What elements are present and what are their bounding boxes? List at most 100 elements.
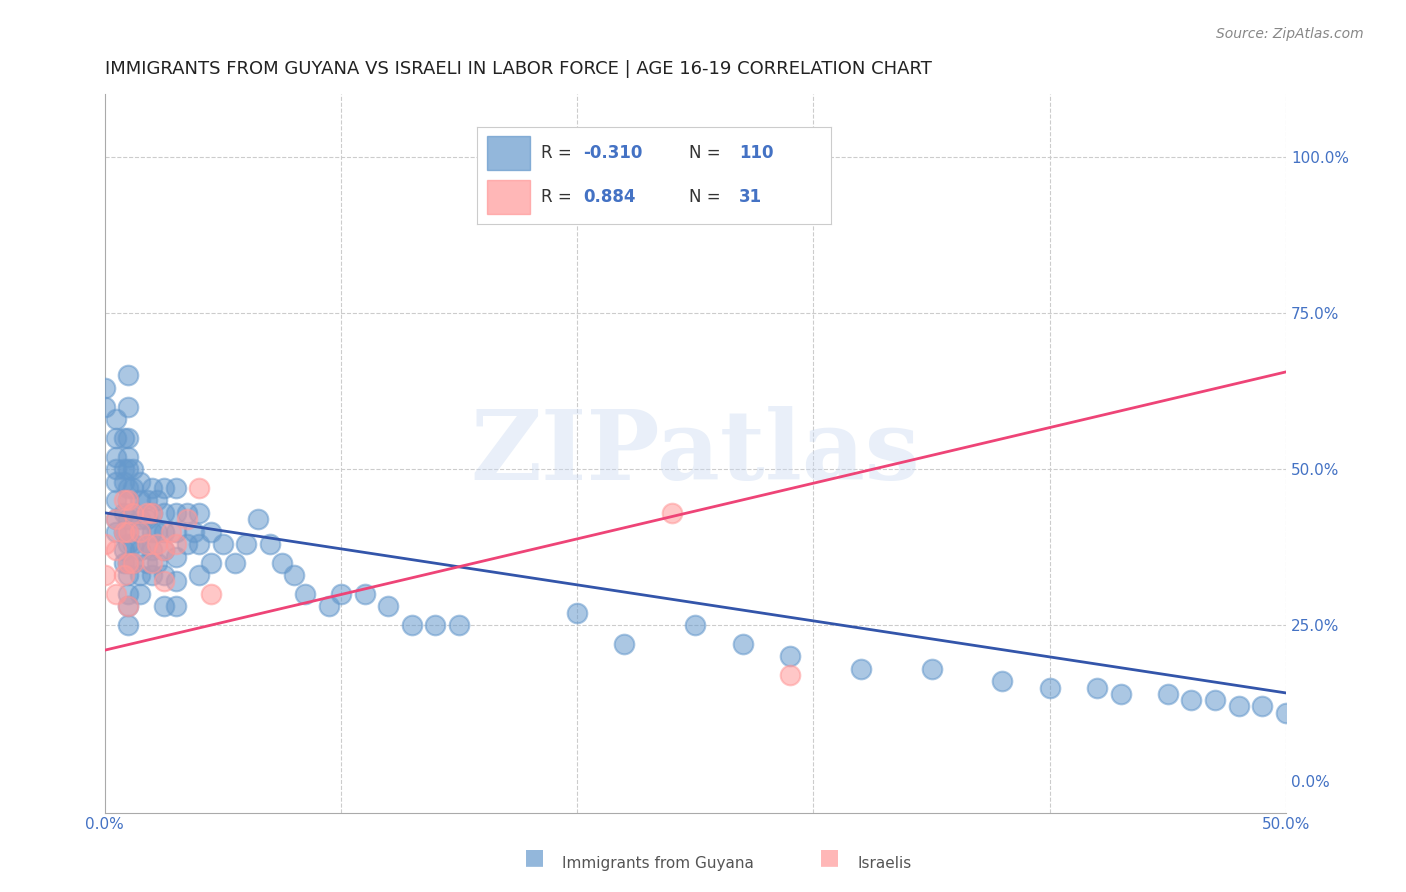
Point [145, 537, 167, 551]
Point [117, 587, 139, 601]
Point [176, 512, 198, 526]
Point [117, 431, 139, 445]
Point [377, 599, 399, 614]
Point [93, 400, 115, 414]
Point [117, 599, 139, 614]
Point [122, 556, 145, 570]
Point [136, 556, 159, 570]
Point [112, 524, 135, 539]
Point [165, 537, 187, 551]
Point [105, 412, 128, 426]
Point [117, 481, 139, 495]
Point [211, 537, 233, 551]
Point [188, 481, 211, 495]
Point [200, 524, 222, 539]
Point [259, 537, 281, 551]
Point [1157, 687, 1180, 701]
Point [141, 568, 163, 582]
Point [1204, 693, 1226, 707]
Point [145, 524, 167, 539]
Point [122, 462, 145, 476]
Point [122, 537, 145, 551]
Point [270, 556, 292, 570]
Point [122, 506, 145, 520]
Point [425, 618, 447, 632]
Point [141, 543, 163, 558]
Point [112, 475, 135, 489]
Text: ■: ■ [524, 847, 544, 867]
Point [93, 381, 115, 395]
Text: ■: ■ [820, 847, 839, 867]
Point [613, 637, 636, 651]
Point [117, 462, 139, 476]
Point [136, 493, 159, 508]
Point [117, 618, 139, 632]
Point [117, 493, 139, 508]
Point [283, 568, 305, 582]
Point [129, 543, 152, 558]
Point [141, 481, 163, 495]
Point [141, 506, 163, 520]
Point [165, 599, 187, 614]
Point [165, 574, 187, 589]
Point [1251, 699, 1274, 714]
Point [849, 662, 872, 676]
Point [318, 599, 340, 614]
Point [122, 506, 145, 520]
Point [449, 618, 471, 632]
Point [401, 618, 423, 632]
Point [105, 493, 128, 508]
Point [129, 568, 152, 582]
Point [141, 556, 163, 570]
Point [152, 524, 174, 539]
Point [294, 587, 316, 601]
Point [105, 512, 128, 526]
Point [105, 475, 128, 489]
Point [152, 599, 174, 614]
Point [112, 493, 135, 508]
Point [188, 506, 211, 520]
Point [152, 481, 174, 495]
Point [122, 481, 145, 495]
Point [105, 543, 128, 558]
Point [129, 524, 152, 539]
Point [112, 556, 135, 570]
Point [117, 524, 139, 539]
Point [136, 512, 159, 526]
Point [117, 599, 139, 614]
Point [152, 568, 174, 582]
Point [129, 493, 152, 508]
Point [105, 524, 128, 539]
Point [117, 512, 139, 526]
Point [105, 512, 128, 526]
Point [122, 556, 145, 570]
Point [188, 568, 211, 582]
Point [152, 574, 174, 589]
Text: Immigrants from Guyana: Immigrants from Guyana [562, 856, 754, 871]
Point [1298, 706, 1320, 720]
Point [112, 462, 135, 476]
Point [112, 568, 135, 582]
Point [188, 537, 211, 551]
Point [165, 506, 187, 520]
Point [136, 506, 159, 520]
Point [991, 674, 1014, 689]
Point [105, 462, 128, 476]
Point [1275, 706, 1298, 720]
Point [145, 493, 167, 508]
Point [329, 587, 352, 601]
Point [136, 537, 159, 551]
Point [1085, 681, 1108, 695]
Point [129, 524, 152, 539]
Text: Source: ZipAtlas.com: Source: ZipAtlas.com [1216, 27, 1364, 41]
Point [224, 556, 246, 570]
Point [165, 549, 187, 564]
Point [117, 450, 139, 464]
Point [247, 512, 270, 526]
Point [117, 556, 139, 570]
Point [661, 506, 683, 520]
Point [136, 537, 159, 551]
Point [176, 537, 198, 551]
Point [141, 506, 163, 520]
Text: ZIPatlas: ZIPatlas [471, 407, 920, 500]
